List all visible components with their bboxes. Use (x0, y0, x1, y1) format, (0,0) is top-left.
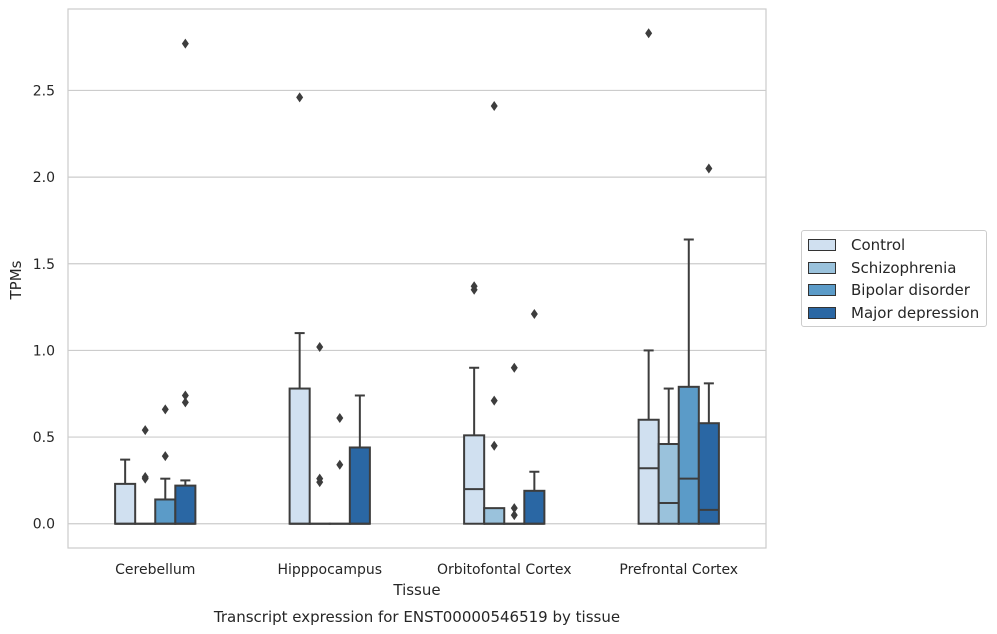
box-body (288, 387, 311, 525)
legend-label: Bipolar disorder (851, 281, 970, 300)
y-tick-label: 0.0 (33, 517, 55, 533)
outlier-point (490, 395, 498, 406)
outlier-point (316, 473, 324, 484)
outlier-point (181, 38, 189, 49)
legend-swatch (808, 284, 836, 297)
x-tick-label: Hipppocampus (277, 562, 382, 578)
box-control (114, 458, 137, 525)
outlier-point (161, 404, 169, 415)
outlier-point (141, 471, 149, 482)
y-tick-label: 2.5 (33, 83, 55, 99)
x-tick-label: Cerebellum (115, 562, 195, 578)
box-schizophrenia (134, 425, 157, 525)
legend: Control Schizophrenia Bipolar disorder Majo… (801, 230, 987, 327)
outlier-point (336, 459, 344, 470)
y-tick-label: 0.5 (33, 430, 55, 446)
legend-item: Control (802, 234, 986, 257)
box-body (697, 422, 720, 525)
box-body (523, 489, 546, 525)
box-body (657, 443, 680, 525)
chart-caption: Transcript expression for ENST0000054651… (213, 608, 620, 626)
legend-swatch (808, 306, 836, 319)
outlier-point (181, 390, 189, 401)
box-bipolar-disorder (328, 413, 351, 525)
box-bipolar-disorder (677, 238, 700, 525)
box-body (483, 507, 506, 525)
outlier-point (141, 425, 149, 436)
legend-swatch (808, 261, 836, 274)
y-tick-label: 1.0 (33, 343, 55, 359)
outlier-point (705, 163, 713, 174)
box-body (154, 498, 177, 525)
box-major-depression (523, 309, 546, 525)
box-schizophrenia (308, 341, 331, 525)
x-axis-label: Tissue (392, 581, 440, 599)
box-bipolar-disorder (154, 404, 177, 525)
box-control (637, 28, 660, 525)
legend-item: Bipolar disorder (802, 279, 986, 302)
legend-label: Schizophrenia (851, 258, 957, 277)
legend-item: Major depression (802, 302, 986, 325)
x-tick-labels: Cerebellum Hipppocampus Orbitofontal Corte… (115, 562, 738, 578)
box-bipolar-disorder (503, 362, 526, 525)
box-major-depression (348, 394, 371, 525)
box-elements (114, 28, 720, 525)
legend-label: Control (851, 236, 906, 255)
box-body (174, 484, 197, 525)
y-axis-label: TPMs (7, 260, 25, 300)
box-body (677, 385, 700, 525)
outlier-point (490, 440, 498, 451)
legend-item: Schizophrenia (802, 257, 986, 280)
outlier-point (510, 503, 518, 514)
y-tick-labels: 0.0 0.5 1.0 1.5 2.0 2.5 (33, 83, 55, 532)
box-major-depression (174, 38, 197, 525)
outlier-point (296, 92, 304, 103)
plot-area-frame (67, 8, 767, 549)
outlier-point (490, 101, 498, 112)
outlier-point (161, 451, 169, 462)
outlier-point (530, 309, 538, 320)
box-body (637, 418, 660, 525)
outlier-point (316, 341, 324, 352)
outlier-point (645, 28, 653, 39)
y-tick-label: 1.5 (33, 257, 55, 273)
outlier-point (470, 281, 478, 292)
outlier-point (181, 397, 189, 408)
y-tick-label: 2.0 (33, 170, 55, 186)
outlier-point (510, 362, 518, 373)
legend-label: Major depression (851, 303, 980, 322)
legend-swatch (808, 239, 836, 252)
box-body (463, 434, 486, 525)
outlier-point (336, 413, 344, 424)
outlier-point (510, 510, 518, 521)
box-schizophrenia (657, 387, 680, 525)
box-body (114, 482, 137, 525)
box-body (348, 446, 371, 525)
x-tick-label: Orbitofontal Cortex (437, 562, 572, 578)
box-major-depression (697, 163, 720, 525)
x-tick-label: Prefrontal Cortex (619, 562, 738, 578)
box-schizophrenia (483, 101, 506, 525)
box-control (288, 92, 311, 525)
box-control (463, 281, 486, 525)
